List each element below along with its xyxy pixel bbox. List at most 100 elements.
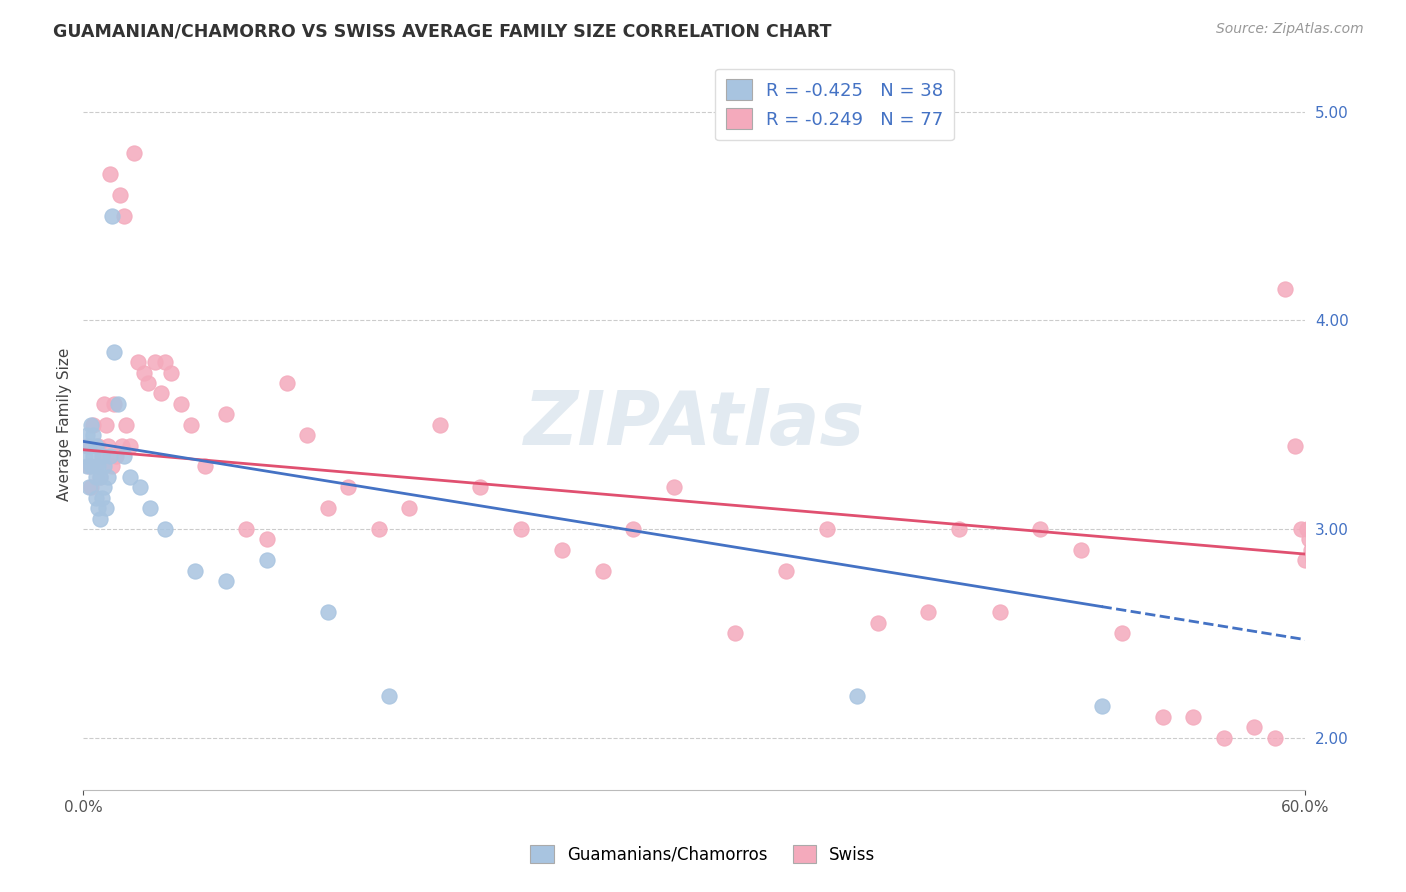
- Point: [107, 397, 129, 411]
- Point: [1308, 553, 1330, 567]
- Point: [75, 449, 97, 463]
- Point: [122, 146, 145, 161]
- Point: [86, 501, 108, 516]
- Point: [1305, 564, 1327, 578]
- Point: [84, 470, 107, 484]
- Text: GUAMANIAN/CHAMORRO VS SWISS AVERAGE FAMILY SIZE CORRELATION CHART: GUAMANIAN/CHAMORRO VS SWISS AVERAGE FAMI…: [53, 22, 832, 40]
- Point: [101, 209, 124, 223]
- Point: [235, 522, 257, 536]
- Point: [97, 470, 120, 484]
- Text: ZIPAtlas: ZIPAtlas: [523, 388, 865, 461]
- Point: [120, 439, 142, 453]
- Point: [160, 366, 183, 380]
- Point: [592, 564, 614, 578]
- Point: [662, 480, 685, 494]
- Point: [316, 501, 339, 516]
- Point: [1289, 522, 1312, 536]
- Point: [115, 417, 138, 432]
- Legend: R = -0.425   N = 38, R = -0.249   N = 77: R = -0.425 N = 38, R = -0.249 N = 77: [716, 69, 955, 140]
- Point: [170, 397, 193, 411]
- Point: [76, 459, 98, 474]
- Point: [82, 428, 104, 442]
- Point: [82, 417, 104, 432]
- Point: [80, 480, 103, 494]
- Point: [80, 417, 103, 432]
- Point: [82, 449, 104, 463]
- Point: [948, 522, 970, 536]
- Point: [76, 428, 98, 442]
- Point: [149, 386, 172, 401]
- Point: [93, 397, 115, 411]
- Point: [93, 459, 115, 474]
- Point: [98, 167, 121, 181]
- Point: [1090, 699, 1112, 714]
- Point: [1312, 522, 1334, 536]
- Point: [93, 480, 115, 494]
- Text: Source: ZipAtlas.com: Source: ZipAtlas.com: [1216, 22, 1364, 37]
- Point: [1315, 710, 1337, 724]
- Point: [316, 606, 339, 620]
- Point: [120, 470, 142, 484]
- Point: [89, 470, 111, 484]
- Point: [89, 511, 111, 525]
- Point: [470, 480, 492, 494]
- Point: [1310, 334, 1333, 349]
- Point: [90, 449, 112, 463]
- Point: [101, 459, 124, 474]
- Point: [866, 615, 889, 630]
- Point: [94, 501, 117, 516]
- Point: [1301, 542, 1323, 557]
- Point: [90, 491, 112, 505]
- Point: [775, 564, 797, 578]
- Point: [84, 439, 107, 453]
- Point: [215, 574, 238, 589]
- Point: [988, 606, 1011, 620]
- Point: [111, 439, 134, 453]
- Point: [1298, 533, 1320, 547]
- Point: [1111, 626, 1133, 640]
- Point: [143, 355, 166, 369]
- Point: [1070, 542, 1092, 557]
- Point: [1152, 710, 1174, 724]
- Point: [429, 417, 451, 432]
- Point: [398, 501, 420, 516]
- Point: [551, 542, 574, 557]
- Point: [815, 522, 838, 536]
- Point: [90, 449, 112, 463]
- Point: [1306, 542, 1329, 557]
- Point: [112, 449, 135, 463]
- Point: [367, 522, 389, 536]
- Point: [337, 480, 360, 494]
- Point: [103, 344, 125, 359]
- Point: [510, 522, 533, 536]
- Point: [86, 439, 108, 453]
- Point: [1243, 720, 1265, 734]
- Point: [98, 449, 121, 463]
- Point: [180, 417, 202, 432]
- Point: [84, 459, 107, 474]
- Point: [153, 355, 176, 369]
- Point: [1284, 439, 1306, 453]
- Point: [276, 376, 298, 390]
- Point: [89, 470, 111, 484]
- Point: [86, 459, 108, 474]
- Point: [256, 553, 278, 567]
- Point: [103, 397, 125, 411]
- Point: [79, 480, 101, 494]
- Point: [1294, 553, 1316, 567]
- Point: [846, 689, 869, 703]
- Point: [138, 376, 160, 390]
- Point: [139, 501, 162, 516]
- Point: [184, 564, 207, 578]
- Point: [194, 459, 217, 474]
- Point: [256, 533, 278, 547]
- Point: [80, 459, 103, 474]
- Point: [917, 606, 939, 620]
- Point: [76, 439, 98, 453]
- Point: [1264, 731, 1286, 745]
- Point: [134, 366, 156, 380]
- Point: [1029, 522, 1052, 536]
- Point: [94, 417, 117, 432]
- Point: [1274, 282, 1296, 296]
- Point: [84, 491, 107, 505]
